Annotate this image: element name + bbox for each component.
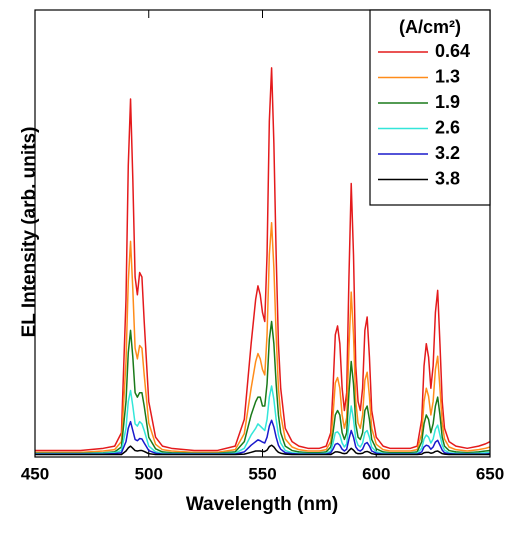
- series-line: [35, 444, 490, 456]
- legend-label: 3.2: [435, 143, 460, 163]
- legend-label: 1.9: [435, 92, 460, 112]
- legend-label: 3.8: [435, 168, 460, 188]
- legend-label: 0.64: [435, 41, 470, 61]
- x-tick-label: 500: [135, 464, 163, 483]
- y-axis-label: EL Intensity (arb. units): [19, 127, 40, 338]
- series-line: [35, 67, 491, 452]
- x-tick-label: 600: [362, 464, 390, 483]
- plot-frame: [34, 9, 491, 458]
- series-line: [35, 419, 491, 455]
- legend-box: [369, 9, 491, 206]
- series-line: [35, 320, 491, 454]
- series-line: [35, 221, 491, 454]
- x-tick-label: 550: [248, 464, 276, 483]
- legend-label: 1.3: [435, 66, 460, 86]
- legend: (A/cm²) 0.64 1.3 1.9 2.6 3.2 3.8: [369, 9, 491, 206]
- legend-label: 2.6: [435, 117, 460, 137]
- x-tick-label: 450: [21, 464, 49, 483]
- x-tick-label: 650: [476, 464, 504, 483]
- series-line: [35, 385, 491, 455]
- legend-title: (A/cm²): [399, 17, 461, 37]
- x-axis-label: Wavelength (nm): [186, 494, 338, 515]
